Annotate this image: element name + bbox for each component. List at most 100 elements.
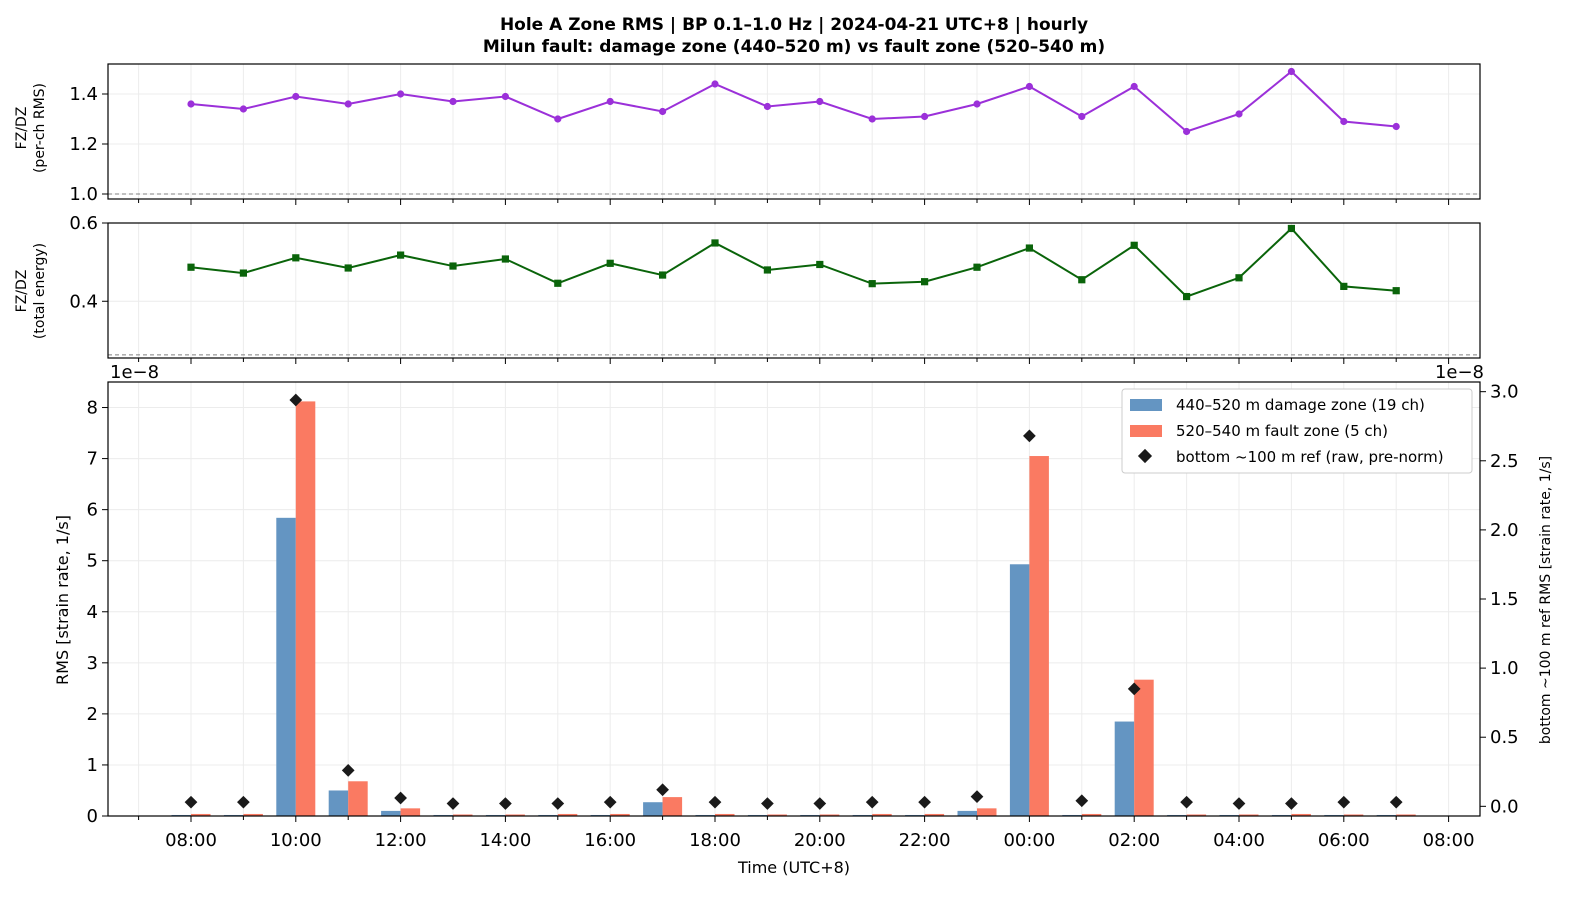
- p2-series-line: [190, 227, 1397, 298]
- p1-point: [1287, 67, 1295, 76]
- p1-point: [606, 97, 614, 106]
- bottom-ref-marker: [394, 791, 407, 805]
- p1-point: [816, 97, 824, 106]
- bottom-ref-marker: [1337, 795, 1351, 809]
- p2-point: [816, 260, 824, 269]
- panel3-ylabel: RMS [strain rate, 1/s]: [53, 515, 72, 685]
- right-scale-exponent: 1e−8: [1435, 362, 1484, 383]
- bottom-ref-marker: [499, 797, 512, 810]
- p1-ytick-label: 1.4: [69, 84, 98, 105]
- p3-y2tick-label: 0.5: [1490, 727, 1519, 748]
- p2-point: [554, 279, 562, 287]
- p1-point: [1183, 127, 1191, 136]
- legend-marker-bottom-ref: [1137, 448, 1153, 464]
- fault-zone-bar: [610, 813, 630, 816]
- fault-zone-bar: [1291, 813, 1311, 816]
- legend: 440–520 m damage zone (19 ch) 520–540 m …: [1121, 388, 1473, 474]
- bottom-ref-marker: [865, 795, 879, 809]
- p1-point: [501, 92, 509, 101]
- p2-point: [501, 255, 509, 263]
- p2-point: [711, 239, 719, 247]
- p1-point: [1078, 112, 1086, 121]
- p1-point: [1235, 110, 1243, 118]
- p1-point: [344, 100, 352, 108]
- p3-y2tick-label: 3.0: [1490, 382, 1519, 403]
- p1-point: [1340, 117, 1348, 126]
- bottom-ref-marker: [289, 393, 303, 407]
- bottom-ref-marker: [603, 795, 617, 809]
- fault-zone-bar: [1343, 814, 1364, 816]
- damage-zone-bar: [1009, 564, 1030, 816]
- p2-point: [187, 263, 195, 271]
- chart-title: Hole A Zone RMS | BP 0.1–1.0 Hz | 2024-0…: [500, 15, 1088, 35]
- p1-point: [187, 100, 195, 108]
- p2-point: [1183, 292, 1191, 301]
- p3-ytick-label: 2: [87, 704, 98, 725]
- p2-point: [449, 262, 457, 270]
- fault-zone-bar: [1186, 814, 1207, 816]
- x-tick-label: 22:00: [899, 830, 951, 851]
- bottom-ref-marker: [656, 783, 669, 797]
- bottom-ref-marker: [1232, 797, 1246, 810]
- p2-ytick-label: 0.4: [69, 291, 98, 312]
- p3-y2tick-label: 0.0: [1490, 796, 1519, 817]
- legend-label-bottom-ref: bottom ~100 m ref (raw, pre-norm): [1176, 448, 1444, 466]
- fault-zone-bar: [1396, 814, 1416, 816]
- fault-zone-bar: [1081, 813, 1102, 816]
- fault-zone-bar: [400, 808, 421, 816]
- p3-y2tick-label: 1.5: [1490, 589, 1519, 610]
- panel2-ylabel-line2: (total energy): [32, 243, 48, 339]
- p2-point: [344, 264, 352, 272]
- fault-zone-bar: [1239, 814, 1259, 816]
- damage-zone-bar: [957, 810, 977, 816]
- x-tick-label: 12:00: [375, 830, 427, 851]
- p1-point: [554, 115, 562, 123]
- chart-subtitle: Milun fault: damage zone (440–520 m) vs …: [483, 37, 1105, 57]
- p1-point: [659, 107, 667, 116]
- p1-point: [711, 80, 719, 88]
- p3-ytick-label: 4: [87, 602, 98, 623]
- bottom-ref-marker: [1389, 795, 1403, 809]
- p2-point: [659, 271, 667, 279]
- p2-frame: [107, 222, 1481, 359]
- p3-ytick-label: 6: [87, 500, 98, 521]
- p1-point: [921, 112, 929, 121]
- bottom-ref-marker: [918, 795, 931, 809]
- ratio-total-energy-panel: 0.4 0.6: [69, 213, 1481, 364]
- fault-zone-bar: [295, 401, 316, 816]
- fault-zone-bar: [924, 813, 945, 816]
- fault-zone-bar: [767, 814, 787, 816]
- x-tick-label: 10:00: [270, 830, 322, 851]
- p3-y2tick-label: 1.0: [1490, 658, 1519, 679]
- x-tick-label: 16:00: [584, 830, 636, 851]
- x-tick-label: 14:00: [479, 830, 531, 851]
- damage-zone-bar: [381, 810, 401, 816]
- bottom-ref-marker: [184, 795, 198, 809]
- fault-zone-bar: [453, 814, 473, 816]
- bottom-ref-marker: [237, 795, 250, 809]
- p3-frame: [107, 381, 1481, 817]
- x-tick-label: 18:00: [689, 830, 741, 851]
- p2-point: [1025, 244, 1033, 252]
- damage-zone-bar: [1114, 721, 1135, 816]
- p3-ytick-label: 1: [87, 755, 98, 776]
- bottom-ref-marker: [1075, 794, 1089, 808]
- p1-point: [1130, 82, 1138, 91]
- x-tick-label: 20:00: [794, 830, 846, 851]
- p2-point: [973, 263, 981, 271]
- bottom-ref-marker: [551, 797, 565, 810]
- fault-zone-bar: [191, 813, 211, 816]
- p3-ytick-label: 0: [87, 806, 98, 827]
- p1-frame: [107, 63, 1481, 200]
- x-tick-label: 02:00: [1108, 830, 1160, 851]
- fault-zone-bar: [872, 813, 892, 816]
- bottom-ref-marker: [1180, 795, 1193, 809]
- p1-point: [868, 115, 876, 123]
- p2-point: [1287, 224, 1295, 233]
- p1-point: [397, 90, 405, 98]
- p1-ytick-label: 1.0: [69, 184, 98, 205]
- x-tick-label: 08:00: [1423, 830, 1475, 851]
- x-tick-label: 06:00: [1318, 830, 1370, 851]
- fault-zone-bar: [1029, 456, 1049, 816]
